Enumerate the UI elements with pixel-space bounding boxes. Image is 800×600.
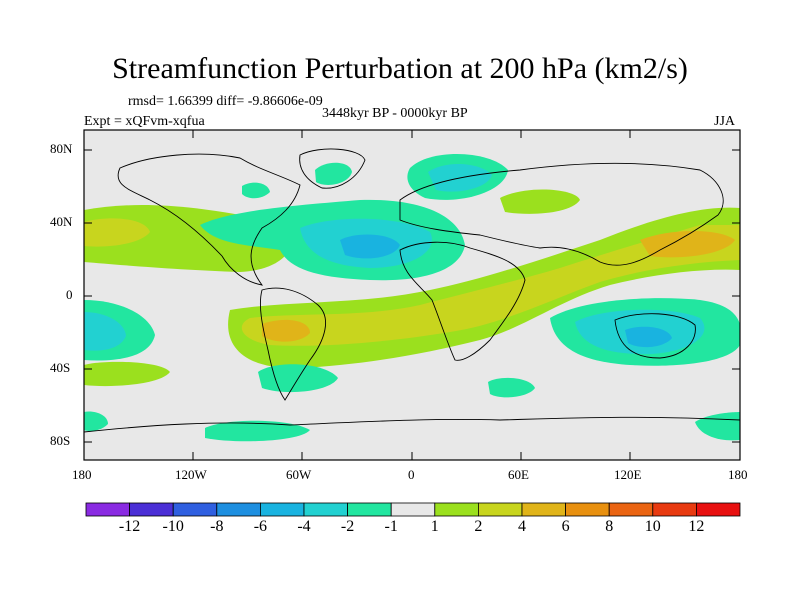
colorbar-swatch [608, 502, 654, 517]
lon-label-0: 0 [408, 467, 415, 482]
positive-core-pacific [640, 231, 735, 258]
lon-label-60e: 60E [508, 467, 529, 482]
colorbar-label: 1 [430, 518, 439, 535]
colorbar-label: 4 [518, 518, 526, 535]
positive-band-mideast [500, 189, 580, 214]
stats-text: rmsd= 1.66399 diff= -9.86606e-09 [128, 94, 323, 109]
antarctica-coast [84, 416, 740, 433]
colorbar-label: 10 [644, 518, 661, 535]
colorbar-label: -10 [162, 518, 184, 535]
colorbar-label: -12 [118, 518, 141, 535]
colorbar-label: -6 [253, 518, 268, 535]
positive-band-southern [84, 361, 170, 387]
lon-label-60w: 60W [286, 467, 312, 482]
colorbar-label: -4 [297, 518, 311, 535]
colorbar-swatch [303, 502, 348, 517]
greenland-coast [299, 148, 366, 189]
period-text: 3448kyr BP - 0000kyr BP [322, 106, 468, 121]
lon-label-120w: 120W [175, 467, 207, 482]
positive-core-samerica [262, 319, 310, 342]
lon-label-180w: 180 [72, 467, 92, 482]
colorbar-swatch [129, 502, 174, 517]
negative-band-hudson [242, 182, 270, 199]
positive-band-4-west [84, 218, 150, 247]
colorbar-label: 12 [688, 518, 705, 535]
season-text: JJA [714, 114, 736, 129]
lat-label-0: 0 [66, 287, 73, 302]
colorbar-swatch [521, 502, 566, 517]
negative-peak-atlantic [340, 234, 400, 259]
colorbar-swatch [172, 502, 218, 517]
colorbar [85, 502, 741, 517]
negative-band-antarctic-west [84, 411, 108, 432]
contour-field [84, 130, 740, 460]
colorbar-swatch [477, 502, 523, 517]
colorbar-label: -2 [340, 518, 355, 535]
colorbar-swatch [565, 502, 610, 517]
coastlines [84, 148, 740, 433]
map-title: Streamfunction Perturbation at 200 hPa (… [112, 52, 688, 85]
lat-label-40s: 40S [50, 360, 71, 375]
colorbar-swatch [390, 502, 436, 517]
lat-label-80s: 80S [50, 433, 71, 448]
negative-core-pacific-west [84, 312, 126, 351]
colorbar-swatch [216, 502, 261, 517]
australia-coast [614, 313, 696, 359]
colorbar-swatch [434, 502, 479, 517]
axis-ticks [83, 130, 741, 460]
negative-band-southatlantic [488, 377, 535, 398]
colorbar-label: -8 [210, 518, 224, 535]
lon-label-120e: 120E [614, 467, 642, 482]
africa-coast [399, 241, 526, 361]
colorbar-swatch [347, 502, 392, 517]
positive-band-4 [241, 225, 740, 346]
experiment-text: Expt = xQFvm-xqfua [84, 114, 205, 129]
lat-label-80n: 80N [50, 141, 73, 156]
colorbar-swatch [259, 502, 305, 517]
colorbar-label: 2 [474, 518, 483, 535]
north-america-coast [117, 153, 301, 286]
eurasia-coast [399, 162, 724, 266]
colorbar-label: 6 [561, 518, 570, 535]
colorbar-label: -1 [384, 518, 398, 535]
lat-label-40n: 40N [50, 214, 73, 229]
negative-peak-australia [625, 326, 672, 348]
south-america-coast [259, 287, 326, 401]
colorbar-swatch [696, 502, 741, 517]
negative-band-antarctic [205, 420, 310, 442]
negative-band-greenland [315, 162, 352, 185]
lon-label-180e: 180 [728, 467, 748, 482]
colorbar-swatch [652, 502, 697, 517]
colorbar-swatch [85, 502, 130, 517]
colorbar-label: 8 [605, 518, 614, 535]
